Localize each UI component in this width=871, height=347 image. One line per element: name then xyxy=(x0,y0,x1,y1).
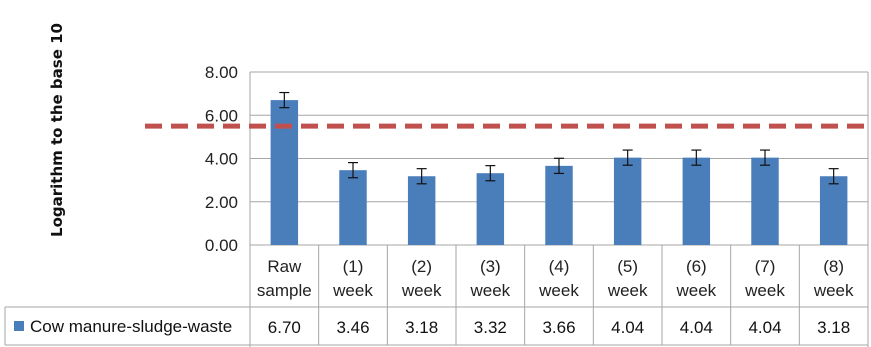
x-tick-label: Raw xyxy=(267,257,302,276)
x-tick-label: (3) xyxy=(480,257,501,276)
bar xyxy=(751,157,779,245)
data-label: 4.04 xyxy=(680,318,713,337)
x-tick-label: week xyxy=(469,281,510,300)
x-tick-label: (4) xyxy=(549,257,570,276)
bar xyxy=(819,176,848,245)
y-tick-label: 4.00 xyxy=(205,150,238,169)
data-label: 3.66 xyxy=(542,318,575,337)
data-label: 6.70 xyxy=(268,318,301,337)
data-label: 3.46 xyxy=(336,318,369,337)
bar xyxy=(270,100,299,245)
bar xyxy=(613,157,642,245)
y-tick-label: 6.00 xyxy=(205,106,238,125)
x-tick-label: week xyxy=(675,281,716,300)
data-label: 3.18 xyxy=(405,318,438,337)
data-label: 4.04 xyxy=(748,318,781,337)
x-tick-label: (7) xyxy=(755,257,776,276)
x-tick-label: (2) xyxy=(411,257,432,276)
x-tick-label: week xyxy=(332,281,373,300)
legend-label: Cow manure-sludge-waste xyxy=(30,317,232,336)
x-tick-label: (8) xyxy=(823,257,844,276)
data-label: 3.32 xyxy=(474,318,507,337)
x-tick-label: (5) xyxy=(617,257,638,276)
bar xyxy=(476,173,505,245)
y-tick-label: 2.00 xyxy=(205,193,238,212)
bar xyxy=(682,157,711,245)
data-label: 3.18 xyxy=(817,318,850,337)
x-tick-label: (1) xyxy=(343,257,364,276)
x-tick-label: week xyxy=(538,281,579,300)
bar xyxy=(339,170,367,245)
x-tick-label: week xyxy=(813,281,854,300)
y-tick-label: 8.00 xyxy=(205,63,238,82)
x-tick-label: week xyxy=(607,281,648,300)
y-axis-label: Logarithm to the base 10 xyxy=(48,23,66,237)
x-tick-label: week xyxy=(401,281,442,300)
x-tick-label: sample xyxy=(257,281,312,300)
x-tick-label: (6) xyxy=(686,257,707,276)
data-label: 4.04 xyxy=(611,318,644,337)
legend-swatch xyxy=(14,321,24,331)
bar xyxy=(407,176,436,245)
x-tick-label: week xyxy=(744,281,785,300)
y-tick-label: 0.00 xyxy=(205,236,238,255)
bar xyxy=(545,165,573,245)
